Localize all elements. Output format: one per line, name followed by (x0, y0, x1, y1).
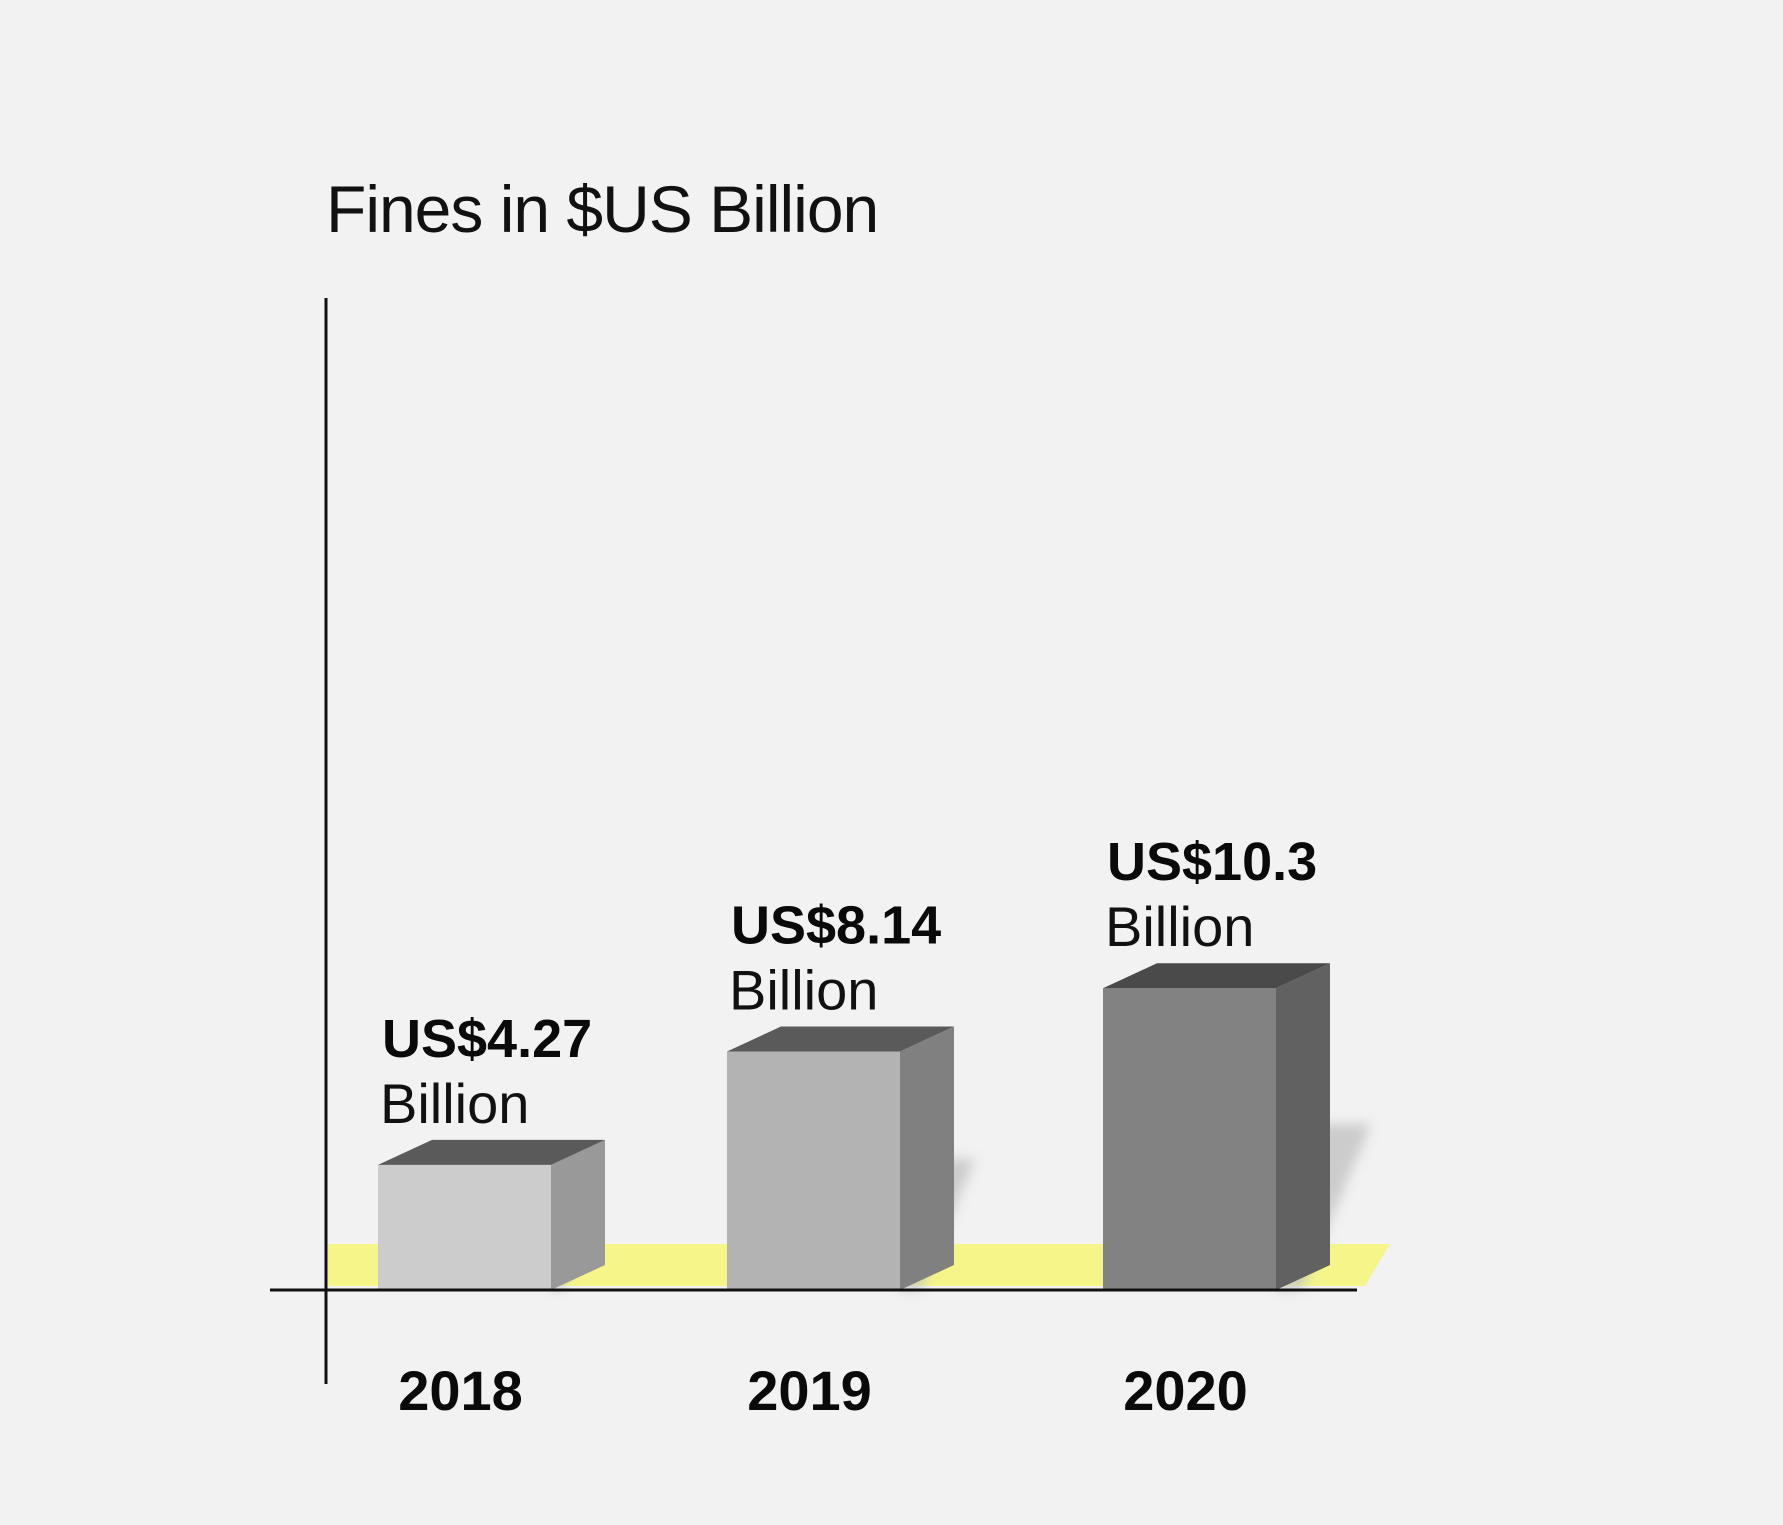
bar-side (900, 1026, 954, 1290)
data-label-value: US$10.3 (1107, 832, 1317, 892)
chart-title: Fines in $US Billion (326, 172, 878, 246)
bar-front (727, 1051, 900, 1290)
bar-top (727, 1026, 954, 1052)
data-labels-layer: US$4.27BillionUS$8.14BillionUS$10.3Billi… (380, 832, 1317, 1135)
bar-side (1276, 963, 1330, 1290)
axes-layer (270, 298, 1357, 1384)
x-tick-labels-layer: 2018 2019 2020 (398, 1359, 1248, 1422)
bar-side (551, 1139, 605, 1290)
bar-front (378, 1164, 551, 1290)
data-label-unit: Billion (380, 1072, 529, 1135)
data-label-unit: Billion (1105, 895, 1254, 958)
bars-layer (378, 963, 1330, 1290)
data-label-unit: Billion (729, 958, 878, 1021)
data-label-value: US$8.14 (731, 895, 941, 955)
data-label-value: US$4.27 (382, 1009, 592, 1069)
bar-top (378, 1139, 605, 1165)
x-tick-label: 2018 (398, 1359, 523, 1422)
bar-top (1103, 963, 1330, 989)
x-tick-label: 2019 (747, 1359, 872, 1422)
x-tick-label: 2020 (1123, 1359, 1248, 1422)
bar-front (1103, 988, 1276, 1290)
